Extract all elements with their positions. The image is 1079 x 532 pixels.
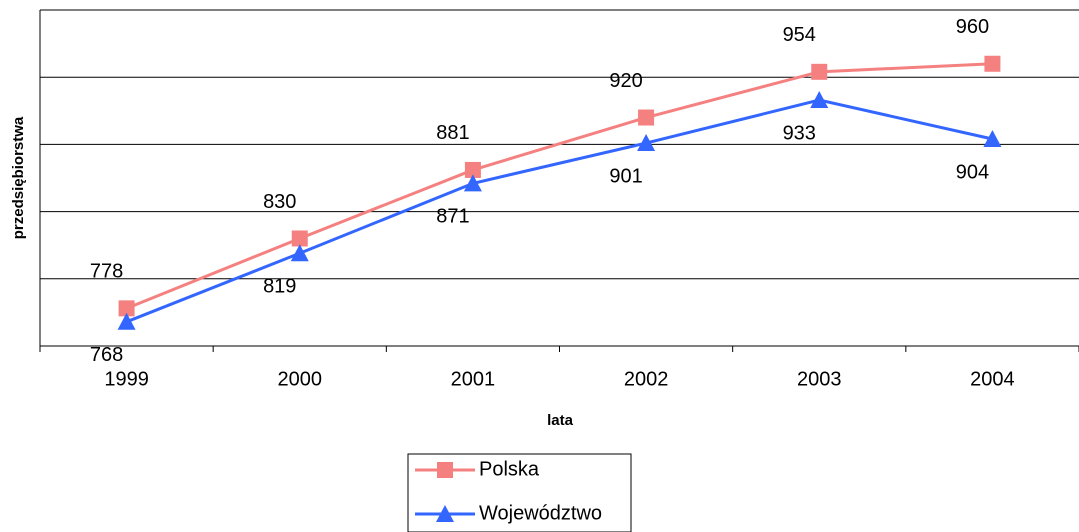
data-label: 904 [956, 161, 989, 183]
data-label: 830 [263, 191, 296, 213]
x-tick-label: 2002 [624, 368, 669, 390]
marker [811, 63, 828, 80]
data-label: 871 [436, 206, 469, 228]
marker [436, 505, 454, 522]
marker [984, 55, 1001, 72]
x-tick-label: 1999 [104, 368, 149, 390]
data-label: 881 [436, 122, 469, 144]
marker [637, 134, 656, 152]
marker [463, 174, 482, 192]
line [126, 62, 993, 310]
x-tick-label: 2004 [970, 368, 1015, 390]
data-label: 819 [263, 276, 296, 298]
marker [638, 109, 655, 126]
legend-label: Województwo [479, 502, 602, 524]
data-label: 901 [609, 165, 642, 187]
data-label: 920 [609, 70, 642, 92]
legend-label: Polska [479, 458, 540, 480]
marker [464, 161, 481, 178]
marker [983, 130, 1002, 148]
y-axis-label: przedsiębiorstwa [10, 116, 27, 239]
data-label: 778 [90, 261, 123, 283]
line [126, 98, 993, 324]
data-label: 954 [783, 24, 816, 46]
marker [117, 312, 136, 330]
marker [437, 462, 453, 478]
marker [810, 91, 829, 109]
marker [290, 244, 309, 262]
x-tick-label: 2003 [797, 368, 842, 390]
marker [118, 300, 135, 317]
x-axis-label: lata [547, 412, 574, 429]
data-label: 768 [90, 344, 123, 366]
x-tick-label: 2001 [451, 368, 496, 390]
marker [291, 230, 308, 247]
data-label: 960 [956, 16, 989, 38]
data-label: 933 [783, 122, 816, 144]
x-tick-label: 2000 [278, 368, 323, 390]
